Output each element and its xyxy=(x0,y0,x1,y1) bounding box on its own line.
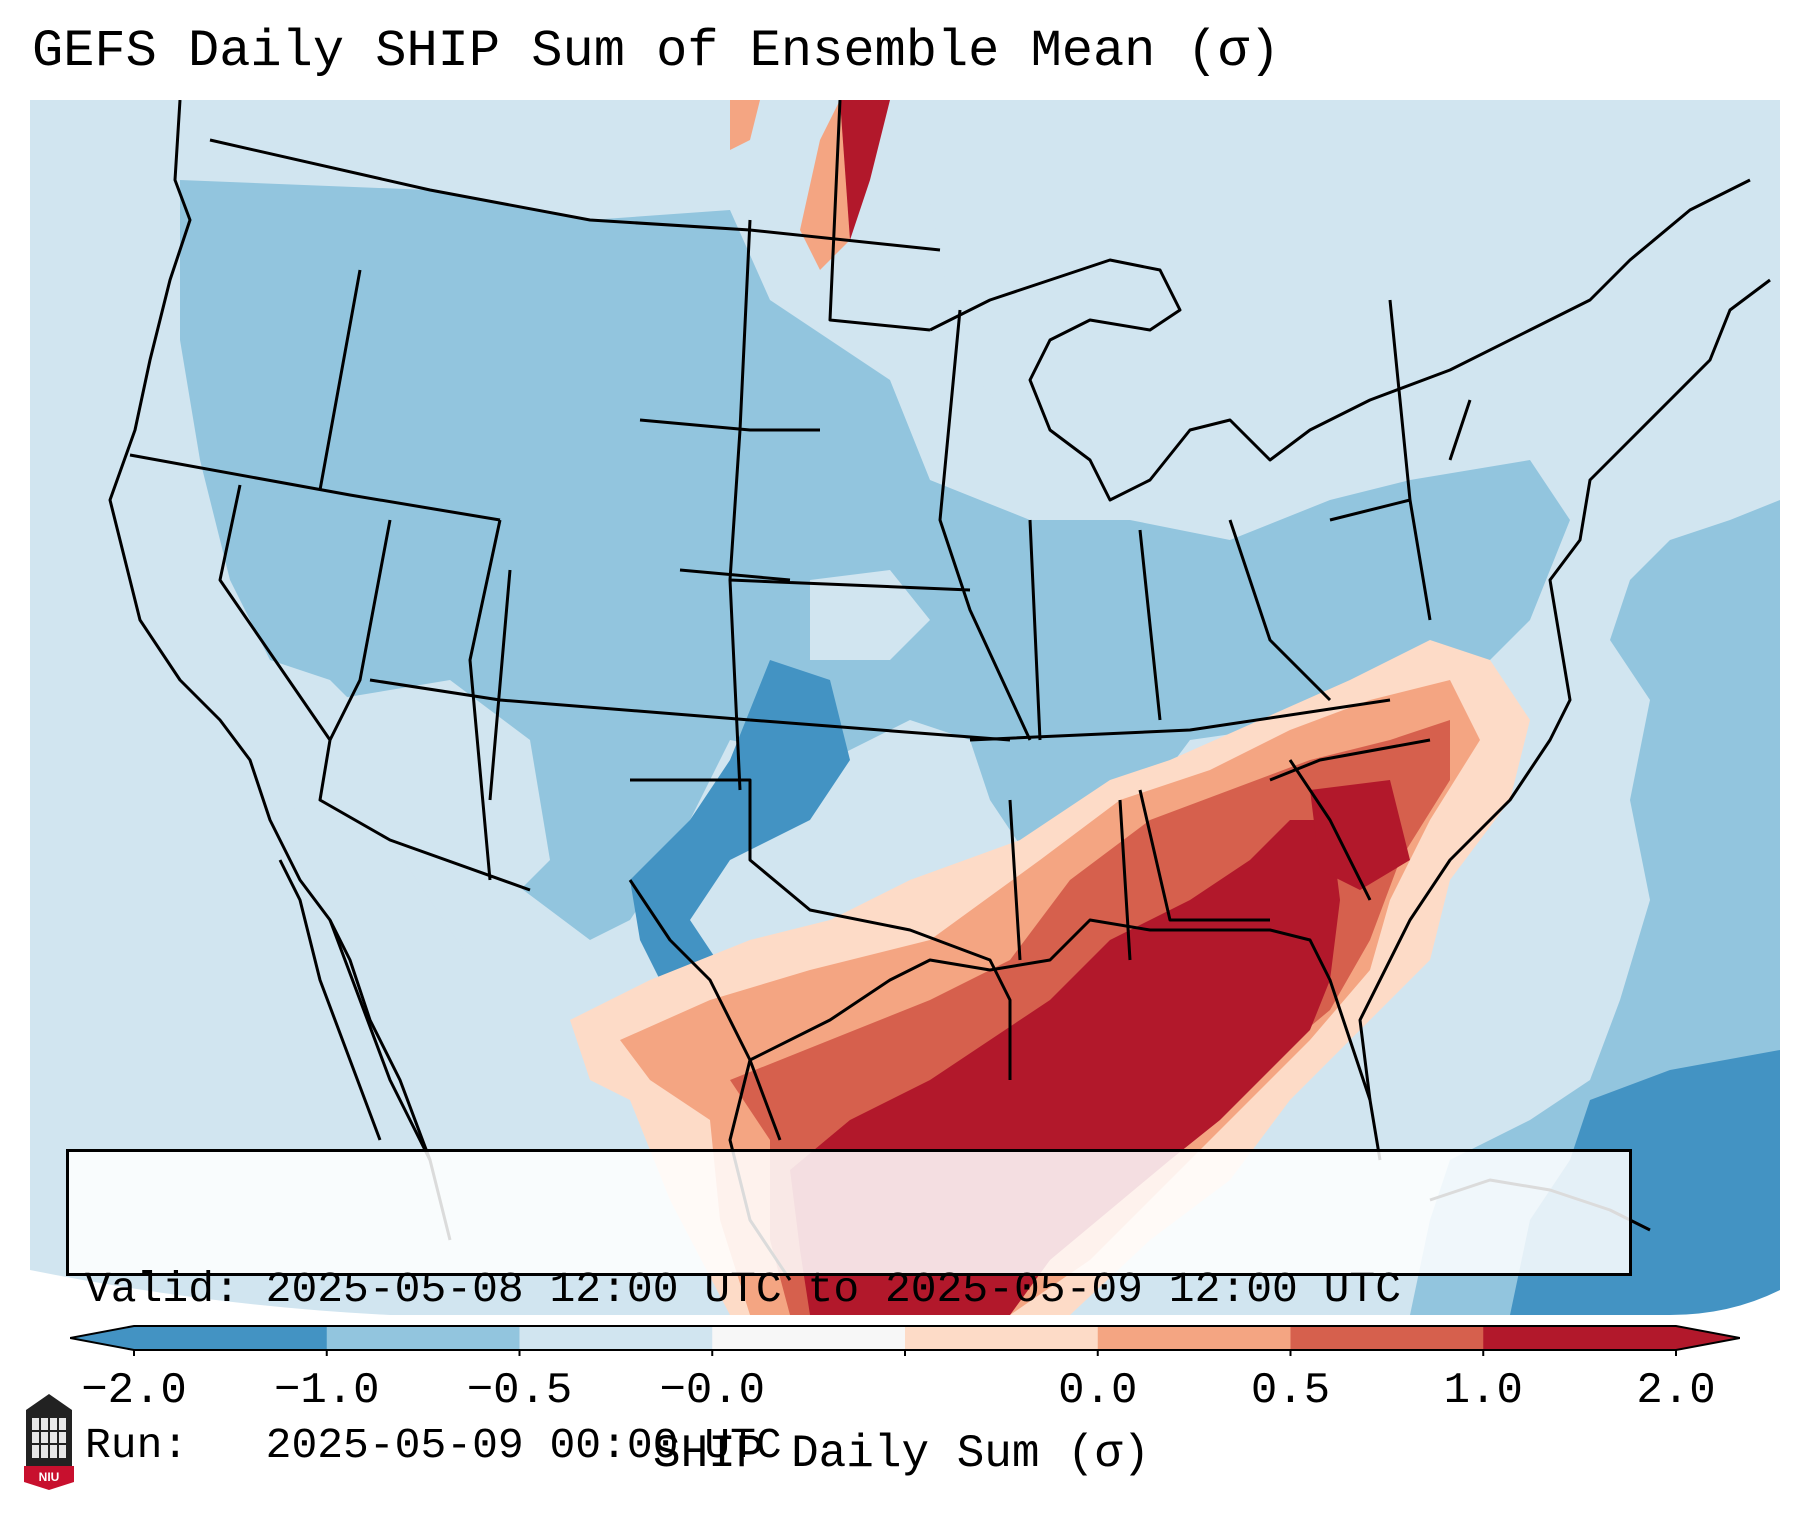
colorbar-segment xyxy=(712,1326,906,1350)
great-lakes-outline xyxy=(929,178,1751,502)
colorbar-extend-low xyxy=(70,1326,134,1350)
colorbar-tick-label: −2.0 xyxy=(81,1366,187,1416)
gulf-coastline xyxy=(749,918,1382,1161)
colorbar-segment xyxy=(134,1326,328,1350)
colorbar-extend-high xyxy=(1676,1326,1740,1350)
colorbar-label: SHIP Daily Sum (σ) xyxy=(653,1428,1150,1480)
niu-logo-text: NIU xyxy=(39,1470,60,1484)
niu-logo: NIU xyxy=(24,1394,74,1490)
colorbar-segment xyxy=(326,1326,520,1350)
great-lakes-light-region xyxy=(930,180,1530,460)
run-line: Run: 2025-05-09 00:00 UTC xyxy=(85,1420,1629,1472)
state-lines-east xyxy=(1028,299,1472,741)
colorbar-segment xyxy=(1097,1326,1291,1350)
run-label: Run: xyxy=(85,1421,189,1470)
alberta-peach-patch xyxy=(730,100,760,150)
atlantic-coastline xyxy=(1358,278,1771,1101)
colorbar-segment xyxy=(1483,1326,1677,1350)
state-lines-south xyxy=(969,698,1431,961)
plains-light-patch xyxy=(810,570,930,660)
canada-border xyxy=(209,138,941,252)
state-lines-central xyxy=(639,100,1032,791)
colorbar xyxy=(70,1325,1740,1356)
georgia-dark-red-patch xyxy=(1310,780,1410,890)
projection-edge-bottom-right xyxy=(1670,1290,1780,1315)
colorbar-tick-label: 0.5 xyxy=(1250,1366,1331,1416)
map-panel xyxy=(30,100,1780,1315)
colorbar-tick-label: −0.5 xyxy=(466,1366,573,1416)
colorbar-segment xyxy=(519,1326,713,1350)
colorbar-tick-label: −1.0 xyxy=(273,1366,380,1416)
colorbar-tick-label: 2.0 xyxy=(1636,1366,1716,1416)
run-value: 2025-05-09 00:00 UTC xyxy=(265,1421,782,1470)
state-lines-texas xyxy=(628,778,1012,1141)
baja-coastline xyxy=(278,859,382,1141)
texas-dark-blue xyxy=(630,660,850,1000)
colorbar-segment xyxy=(905,1326,1099,1350)
colorbar-tick-label: 0.0 xyxy=(1058,1366,1138,1416)
colorbar-segment xyxy=(1290,1326,1484,1350)
map-title: GEFS Daily SHIP Sum of Ensemble Mean (σ) xyxy=(32,22,1281,81)
colorbar-tick-label: −0.0 xyxy=(659,1366,766,1416)
valid-label: Valid: xyxy=(85,1265,240,1314)
projection-edge-bottom-left xyxy=(30,1270,630,1315)
colorbar-tick-label: 1.0 xyxy=(1443,1366,1523,1416)
valid-line: Valid: 2025-05-08 12:00 UTC to 2025-05-0… xyxy=(85,1264,1629,1316)
pacific-coastline xyxy=(108,100,432,1161)
state-lines-west xyxy=(129,269,751,892)
valid-run-info-box: Valid: 2025-05-08 12:00 UTC to 2025-05-0… xyxy=(66,1149,1632,1470)
valid-value: 2025-05-08 12:00 UTC to 2025-05-09 12:00… xyxy=(265,1265,1402,1314)
